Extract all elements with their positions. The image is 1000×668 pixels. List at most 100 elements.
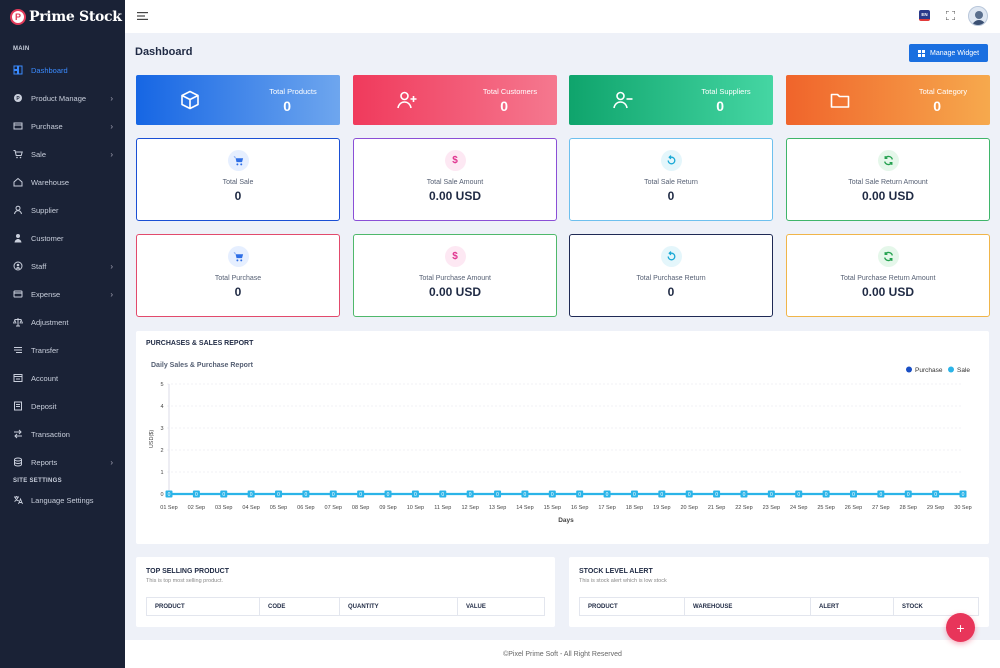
data-point-marker (877, 490, 885, 498)
col-value[interactable]: VALUE (466, 603, 486, 610)
summary-card-total-purchase-return-amount[interactable]: Total Purchase Return Amount 0.00 USD (786, 234, 990, 317)
add-fab-button[interactable]: + (946, 613, 975, 642)
stat-card-total-products[interactable]: Total Products 0 (136, 75, 340, 125)
stat-card-total-customers[interactable]: Total Customers 0 (353, 75, 557, 125)
chevron-right-icon: › (110, 289, 113, 299)
col-warehouse[interactable]: WAREHOUSE (685, 598, 811, 615)
sidebar-item-product-manage[interactable]: P Product Manage › (0, 84, 125, 112)
stat-card-total-category[interactable]: Total Category 0 (786, 75, 990, 125)
summary-card-total-sale-return-amount[interactable]: Total Sale Return Amount 0.00 USD (786, 138, 990, 221)
sidebar-item-adjustment[interactable]: Adjustment (0, 308, 125, 336)
customer-icon (13, 233, 23, 243)
card-value: 0.00 USD (428, 285, 482, 299)
stat-label: Total Category (918, 87, 968, 96)
sidebar-item-deposit[interactable]: Deposit (0, 392, 125, 420)
sidebar-item-expense[interactable]: Expense › (0, 280, 125, 308)
stat-label: Total Suppliers (701, 87, 751, 96)
sidebar-item-reports[interactable]: Reports › (0, 448, 125, 476)
data-point-label: 0 (578, 492, 581, 498)
sidebar-item-label: Reports (31, 457, 58, 467)
col-code[interactable]: CODE (260, 598, 340, 615)
language-icon (13, 495, 23, 505)
sidebar-item-purchase[interactable]: Purchase › (0, 112, 125, 140)
summary-card-total-purchase-return[interactable]: Total Purchase Return 0 (569, 234, 773, 317)
sidebar-item-warehouse[interactable]: Warehouse (0, 168, 125, 196)
deposit-icon (13, 401, 23, 411)
card-label: Total Sale Return Amount (848, 179, 928, 186)
summary-card-total-sale-return[interactable]: Total Sale Return 0 (569, 138, 773, 221)
footer: ©Pixel Prime Soft - All Right Reserved (125, 640, 1000, 668)
brand[interactable]: P Prime Stock (0, 0, 125, 33)
sidebar-item-language-settings[interactable]: Language Settings (0, 486, 125, 514)
data-point-marker (411, 490, 419, 498)
data-point-label: 0 (879, 492, 882, 498)
scale-icon (13, 317, 23, 327)
sidebar-item-account[interactable]: Account (0, 364, 125, 392)
stat-card-total-suppliers[interactable]: Total Suppliers 0 (569, 75, 773, 125)
sidebar-item-staff[interactable]: Staff › (0, 252, 125, 280)
data-point-label: 0 (770, 492, 773, 498)
col-stock[interactable]: STOCK (902, 603, 923, 610)
data-point-label: 0 (907, 492, 910, 498)
card-label: Total Purchase Amount (419, 275, 491, 282)
grid-icon (917, 49, 925, 57)
summary-card-total-purchase[interactable]: Total Purchase 0 (136, 234, 340, 317)
data-point-marker (658, 490, 666, 498)
sidebar-item-label: Adjustment (31, 317, 69, 327)
col-product[interactable]: PRODUCT (580, 598, 685, 615)
data-point-marker (466, 490, 474, 498)
summary-card-total-sale[interactable]: Total Sale 0 (136, 138, 340, 221)
refresh-icon (877, 150, 899, 171)
x-tick-label: 15 Sep (544, 505, 561, 511)
sidebar-item-dashboard[interactable]: Dashboard (0, 56, 125, 84)
sidebar: P Prime Stock MAIN Dashboard P Product Man… (0, 0, 125, 668)
data-point-marker (932, 490, 940, 498)
col-alert[interactable]: ALERT (811, 598, 894, 615)
sidebar-item-customer[interactable]: Customer (0, 224, 125, 252)
data-point-marker (357, 490, 365, 498)
sidebar-item-label: Sale (31, 149, 47, 159)
x-tick-label: 03 Sep (215, 505, 232, 511)
sidebar-item-label: Expense (31, 289, 61, 299)
col-product[interactable]: PRODUCT (147, 598, 260, 615)
hamburger-menu-icon[interactable] (137, 11, 148, 21)
data-point-label: 0 (633, 492, 636, 498)
sidebar-item-sale[interactable]: Sale › (0, 140, 125, 168)
x-tick-label: 10 Sep (407, 505, 424, 511)
data-point-marker (439, 490, 447, 498)
chevron-right-icon: › (110, 149, 113, 159)
box-icon (181, 90, 199, 110)
x-tick-label: 17 Sep (598, 505, 615, 511)
x-tick-label: 16 Sep (571, 505, 588, 511)
account-icon (13, 373, 23, 383)
refresh-icon (877, 246, 899, 267)
col-quantity[interactable]: QUANTITY (340, 598, 458, 615)
x-tick-label: 19 Sep (653, 505, 670, 511)
svg-text:P: P (16, 96, 20, 102)
cart-icon (227, 150, 249, 171)
sidebar-item-transaction[interactable]: Transaction (0, 420, 125, 448)
user-avatar[interactable] (968, 6, 988, 26)
section-label-site-settings: SITE SETTINGS (13, 478, 62, 484)
sales-purchase-chart: 0 1 2 3 4 5 USD($) 01 Sep 02 Sep 03 Sep 04 Sep 05 S… (149, 366, 972, 524)
summary-card-total-sale-amount[interactable]: $ Total Sale Amount 0.00 USD (353, 138, 557, 221)
card-label: Total Purchase Return (636, 275, 706, 282)
card-value: 0 (234, 285, 242, 299)
fullscreen-icon[interactable] (946, 11, 955, 20)
purchase-icon (13, 121, 23, 131)
dollar-icon: $ (444, 150, 466, 171)
data-point-label: 0 (688, 492, 691, 498)
sidebar-item-transfer[interactable]: Transfer (0, 336, 125, 364)
sidebar-item-supplier[interactable]: Supplier (0, 196, 125, 224)
manage-widget-button[interactable]: Manage Widget (909, 44, 988, 62)
stat-value: 0 (933, 98, 941, 114)
data-point-marker (548, 490, 556, 498)
language-flag-icon[interactable]: EN (919, 10, 930, 21)
x-tick-label: 11 Sep (434, 505, 451, 511)
stat-value: 0 (716, 98, 724, 114)
dashboard-icon (13, 65, 23, 75)
x-tick-label: 23 Sep (763, 505, 780, 511)
data-point-label: 0 (250, 492, 253, 498)
sidebar-item-label: Language Settings (31, 495, 94, 505)
summary-card-total-purchase-amount[interactable]: $ Total Purchase Amount 0.00 USD (353, 234, 557, 317)
